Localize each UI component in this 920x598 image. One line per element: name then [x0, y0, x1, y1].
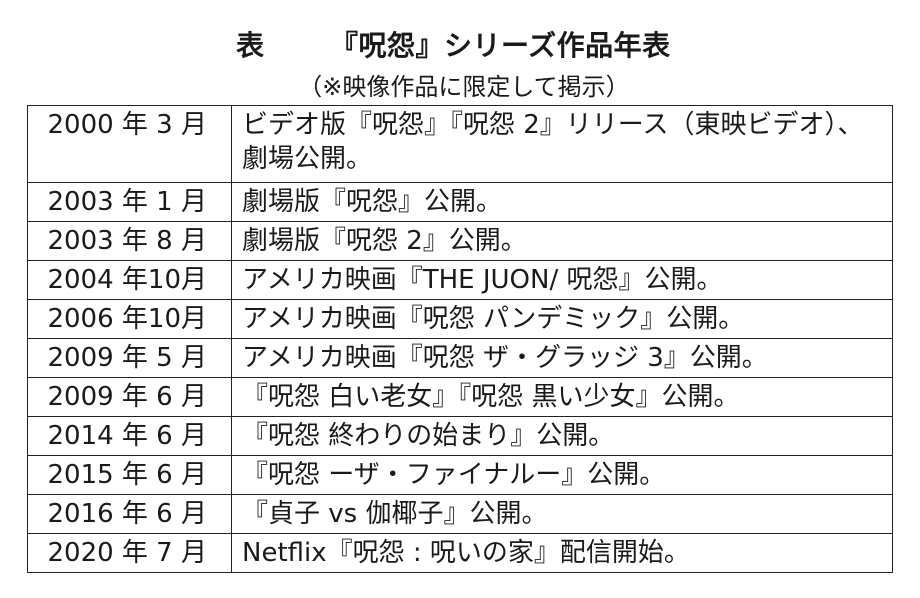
event-cell: ビデオ版『呪怨』『呪怨 2』リリース（東映ビデオ）、劇場公開。 [231, 105, 893, 183]
table-row: 2014 年 6 月 『呪怨 終わりの始まり』公開。 [27, 416, 893, 456]
event-cell: 劇場版『呪怨』公開。 [231, 182, 893, 222]
table-row: 2016 年 6 月 『貞子 vs 伽椰子』公開。 [27, 494, 893, 534]
table-row: 2004 年10月 アメリカ映画『THE JUON/ 呪怨』公開。 [27, 260, 893, 300]
table-label: 表 [236, 29, 265, 62]
chronology-table: 2000 年 3 月 ビデオ版『呪怨』『呪怨 2』リリース（東映ビデオ）、劇場公… [27, 105, 893, 573]
date-cell: 2020 年 7 月 [27, 533, 232, 573]
date-cell: 2003 年 8 月 [27, 221, 232, 261]
event-cell: 『呪怨 ーザ・ファイナルー』公開。 [231, 455, 893, 495]
table-row: 2020 年 7 月 Netflix『呪怨 : 呪いの家』配信開始。 [27, 533, 893, 573]
table-subtitle: （※映像作品に限定して掲示） [298, 73, 630, 101]
table-row: 2003 年 1 月 劇場版『呪怨』公開。 [27, 182, 893, 222]
table-row: 2009 年 6 月 『呪怨 白い老女』『呪怨 黒い少女』公開。 [27, 377, 893, 417]
event-cell: 『貞子 vs 伽椰子』公開。 [231, 494, 893, 534]
table-row: 2015 年 6 月 『呪怨 ーザ・ファイナルー』公開。 [27, 455, 893, 495]
date-cell: 2016 年 6 月 [27, 494, 232, 534]
table-row: 2000 年 3 月 ビデオ版『呪怨』『呪怨 2』リリース（東映ビデオ）、劇場公… [27, 105, 893, 183]
event-cell: 『呪怨 終わりの始まり』公開。 [231, 416, 893, 456]
table-row: 2003 年 8 月 劇場版『呪怨 2』公開。 [27, 221, 893, 261]
date-cell: 2004 年10月 [27, 260, 232, 300]
table-title-text: 『呪怨』シリーズ作品年表 [330, 29, 671, 62]
date-cell: 2000 年 3 月 [27, 105, 232, 183]
event-cell: アメリカ映画『呪怨 ザ・グラッジ 3』公開。 [231, 338, 893, 378]
date-cell: 2015 年 6 月 [27, 455, 232, 495]
chronology-table-body: 2000 年 3 月 ビデオ版『呪怨』『呪怨 2』リリース（東映ビデオ）、劇場公… [27, 105, 893, 573]
table-row: 2009 年 5 月 アメリカ映画『呪怨 ザ・グラッジ 3』公開。 [27, 338, 893, 378]
event-cell: 『呪怨 白い老女』『呪怨 黒い少女』公開。 [231, 377, 893, 417]
event-cell: アメリカ映画『呪怨 パンデミック』公開。 [231, 299, 893, 339]
date-cell: 2014 年 6 月 [27, 416, 232, 456]
date-cell: 2003 年 1 月 [27, 182, 232, 222]
event-cell: Netflix『呪怨 : 呪いの家』配信開始。 [231, 533, 893, 573]
date-cell: 2009 年 5 月 [27, 338, 232, 378]
table-title: 表 『呪怨』シリーズ作品年表 [0, 24, 920, 68]
event-cell: 劇場版『呪怨 2』公開。 [231, 221, 893, 261]
table-row: 2006 年10月 アメリカ映画『呪怨 パンデミック』公開。 [27, 299, 893, 339]
date-cell: 2009 年 6 月 [27, 377, 232, 417]
event-cell: アメリカ映画『THE JUON/ 呪怨』公開。 [231, 260, 893, 300]
date-cell: 2006 年10月 [27, 299, 232, 339]
